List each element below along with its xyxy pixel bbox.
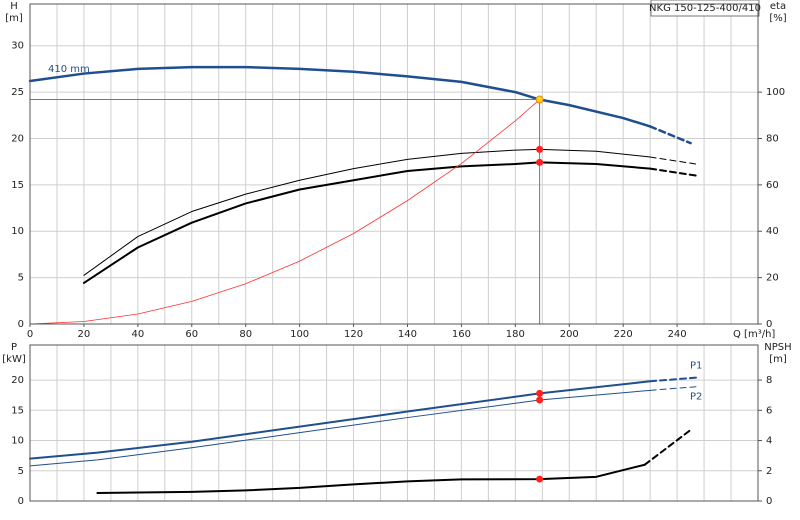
curve [83,148,651,276]
grids [30,4,758,502]
y2-tick-label: 4 [766,436,772,447]
y-tick-label: 5 [18,466,24,477]
x-tick-label: 40 [131,329,144,340]
y2-tick-label: 40 [766,226,779,237]
y-axis-label: [m] [5,13,23,24]
y2-tick-label: 2 [766,466,772,477]
curve-dashed [643,428,692,466]
x-tick-label: 220 [614,329,633,340]
curve [28,65,652,128]
curve [29,99,540,325]
y2-axis-label: eta [770,1,786,12]
plot-frame [29,344,759,502]
series-label: 410 mm [48,64,90,75]
x-axis-label: Q [m³/h] [733,329,775,340]
x-tick-label: 120 [344,329,363,340]
curve [96,463,646,494]
y2-tick-label: 0 [766,496,772,507]
y2-axis-label: [%] [769,13,786,24]
y-tick-label: 10 [11,436,24,447]
x-tick-label: 160 [452,329,471,340]
y-tick-label: 15 [11,405,24,416]
series-label: P2 [690,392,702,403]
x-tick-label: 80 [239,329,252,340]
y2-axis-label: [m] [769,354,787,365]
y-axis-label: P [11,342,17,353]
y-tick-label: 10 [11,226,24,237]
duty-point [536,389,544,397]
y2-tick-label: 6 [766,405,772,416]
duty-point [536,158,544,166]
y-tick-label: 30 [11,41,24,52]
y-axis-label: H [10,1,18,12]
y-tick-label: 5 [18,273,24,284]
plot-frame [29,3,759,325]
curve [82,161,652,284]
x-tick-label: 0 [27,329,33,340]
y-tick-label: 20 [11,375,24,386]
y2-tick-label: 100 [766,87,785,98]
x-tick-label: 20 [78,329,91,340]
duty-point [535,95,544,104]
y2-tick-label: 20 [766,273,779,284]
y-tick-label: 25 [11,87,24,98]
y-tick-label: 0 [18,319,24,330]
y-tick-label: 15 [11,180,24,191]
y2-tick-label: 8 [766,375,772,386]
duty-point [536,145,544,153]
curve-dashed [649,167,697,177]
curve-dashed [649,156,697,165]
curve-dashed [649,386,697,391]
y2-tick-label: 60 [766,180,779,191]
curve-dashed [648,125,692,145]
curve-dashed [649,376,697,383]
duty-point [536,396,544,404]
series-label: P1 [690,361,702,372]
y2-axis-label: NPSH [764,342,791,353]
x-tick-label: 240 [668,329,687,340]
x-tick-label: 140 [398,329,417,340]
x-tick-label: 180 [506,329,525,340]
duty-point [536,475,544,483]
chart-title: NKG 150-125-400/410 [649,3,761,14]
curves [28,65,697,494]
y-tick-label: 20 [11,133,24,144]
y2-tick-label: 80 [766,133,779,144]
y-axis-label: [kW] [2,354,26,365]
y2-tick-label: 0 [766,319,772,330]
x-tick-label: 200 [560,329,579,340]
y-tick-label: 0 [18,496,24,507]
x-tick-label: 60 [185,329,198,340]
x-tick-label: 100 [290,329,309,340]
